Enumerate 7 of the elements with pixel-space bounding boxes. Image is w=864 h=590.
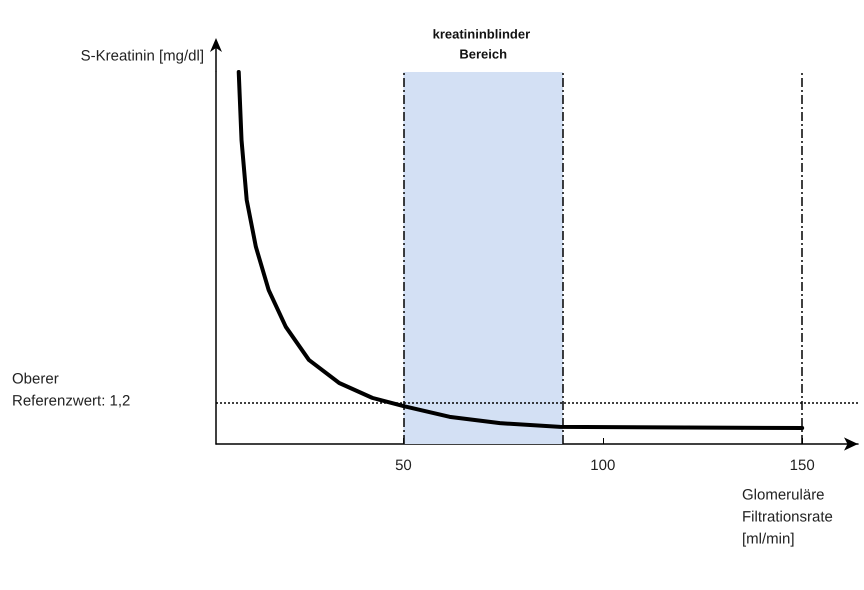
- x-tick-label: 150: [790, 457, 815, 474]
- x-tick-label: 50: [395, 457, 412, 474]
- x-axis-title: Glomeruläre Filtrationsrate [ml/min]: [742, 486, 838, 548]
- x-tick-label: 100: [590, 457, 616, 474]
- band-label: kreatininblinder Bereich: [432, 26, 534, 62]
- text: Oberer Referenzwert: 1,2: [12, 370, 130, 410]
- y-axis-title: S-Kreatinin [mg/dl]: [80, 48, 204, 64]
